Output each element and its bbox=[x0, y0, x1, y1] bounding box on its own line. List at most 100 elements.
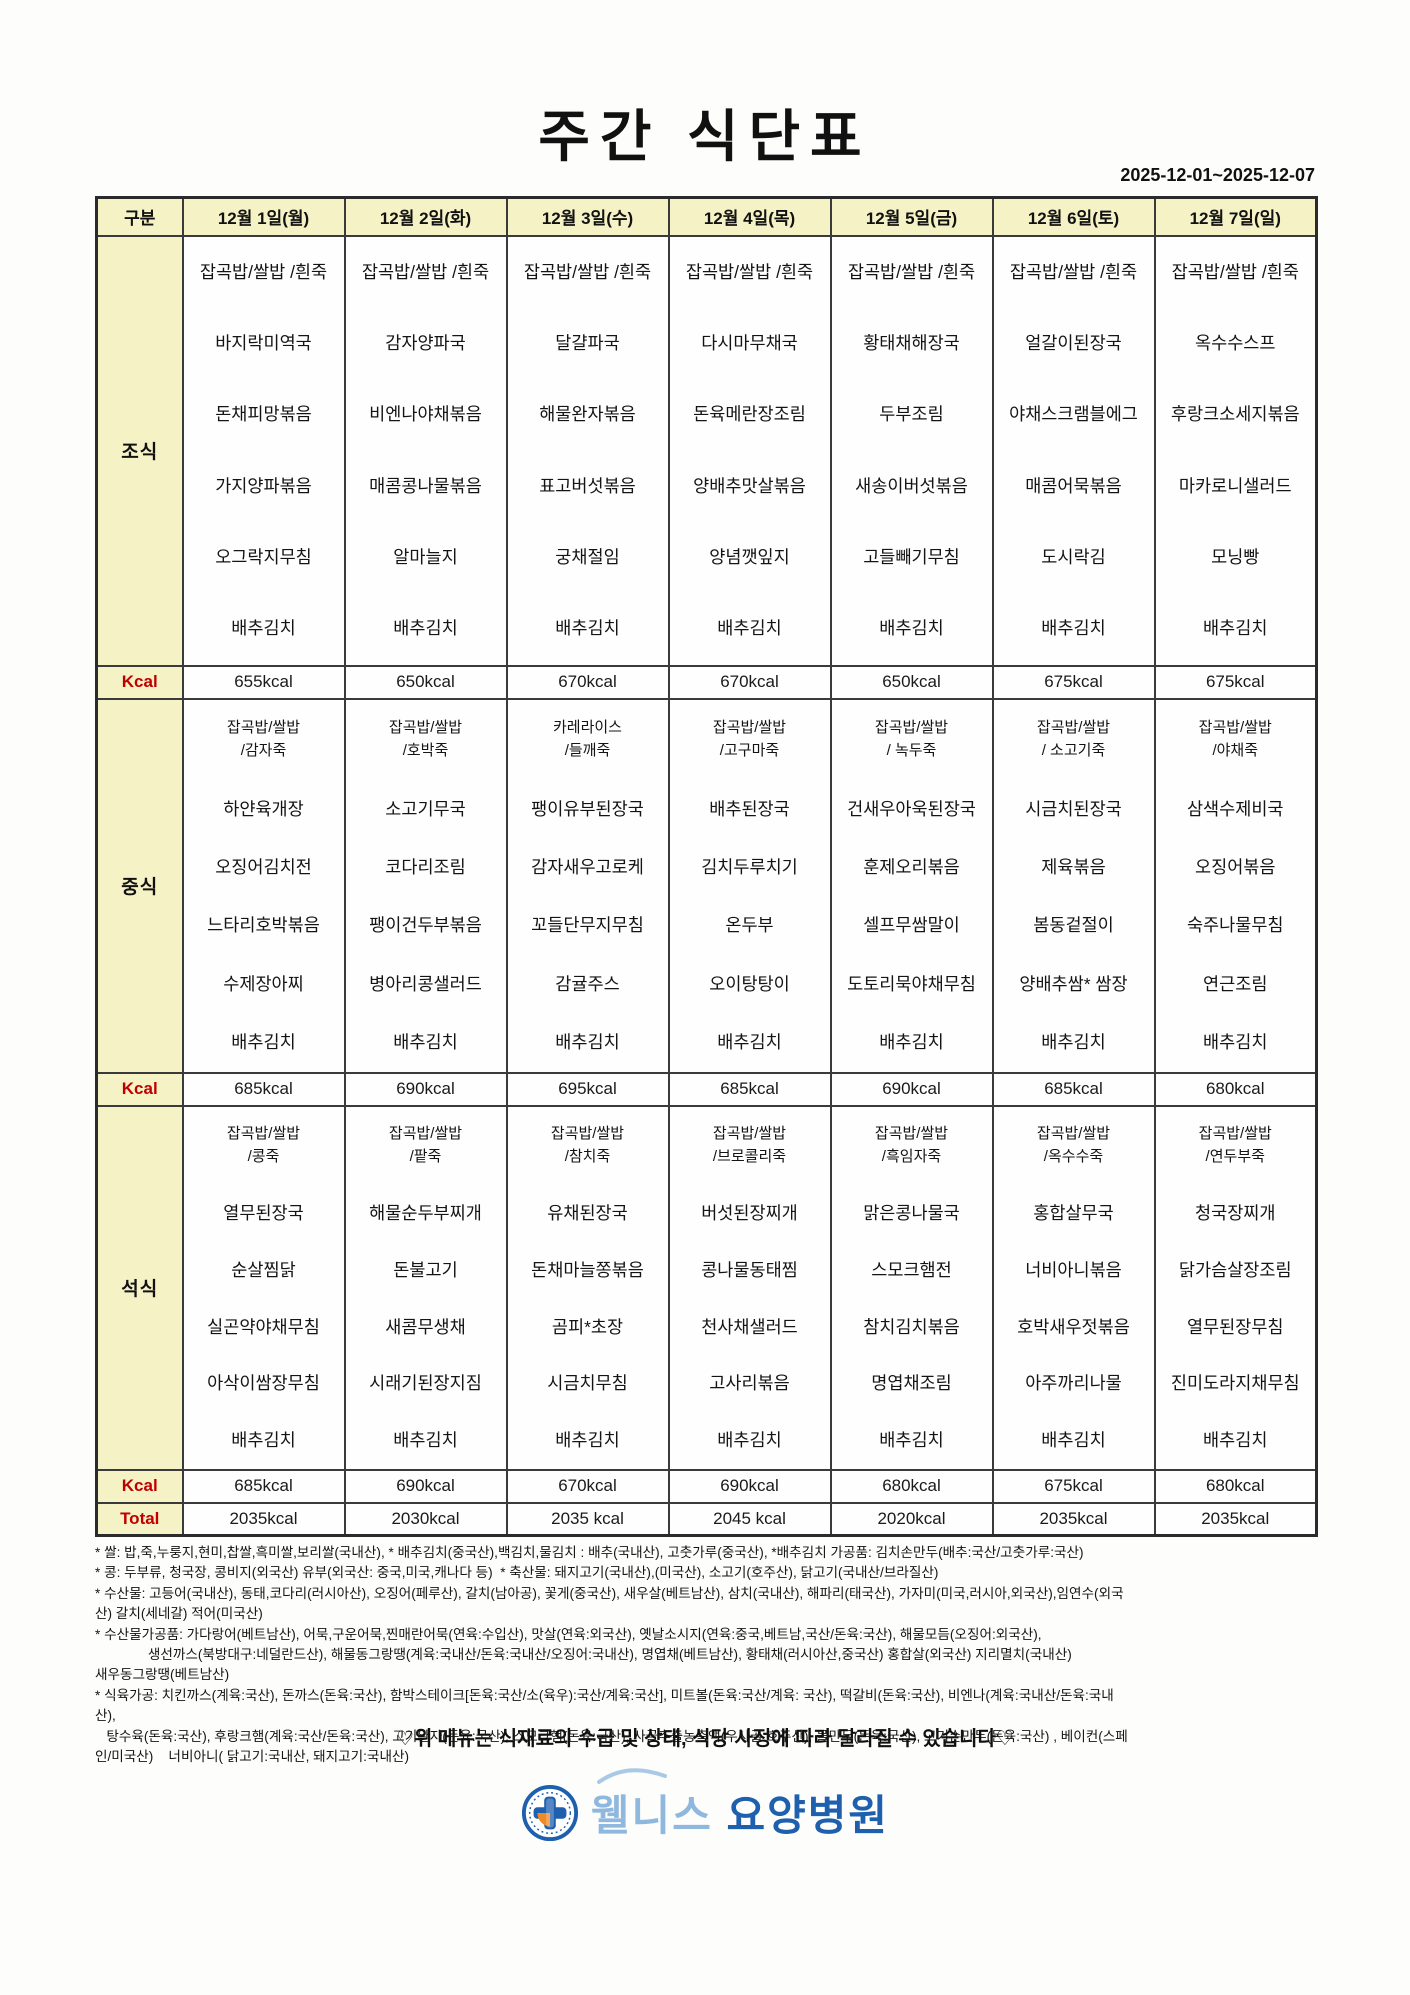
menu-item: 새콤무생채 bbox=[385, 1316, 466, 1337]
total-label: Total bbox=[95, 1501, 184, 1537]
menu-item: 호박새우젓볶음 bbox=[1017, 1316, 1130, 1337]
hospital-name-wellness: 웰니스 bbox=[590, 1792, 713, 1839]
menu-item: 배추김치 bbox=[1041, 1429, 1106, 1450]
menu-item: 양배추맛살볶음 bbox=[693, 475, 806, 496]
menu-item: 두부조림 bbox=[879, 404, 944, 425]
menu-item: 감자새우고로케 bbox=[531, 857, 644, 878]
menu-item: 아주까리나물 bbox=[1025, 1373, 1122, 1394]
menu-item: 잡곡밥/쌀밥 /참치죽 bbox=[550, 1125, 625, 1165]
menu-item: 고들빼기무침 bbox=[863, 547, 960, 568]
menu-item: 참치김치볶음 bbox=[863, 1316, 960, 1337]
corner-header-gubun: 구분 bbox=[95, 196, 184, 237]
menu-item: 김치두루치기 bbox=[701, 857, 798, 878]
meal-cell: 잡곡밥/쌀밥 /옥수수죽 홍합살무국 너비아니볶음 호박새우젓볶음 아주까리나물 배추김치 bbox=[991, 1104, 1156, 1471]
meal-label-breakfast: 조식 bbox=[95, 234, 184, 667]
menu-item: 팽이건두부볶음 bbox=[369, 915, 482, 936]
hospital-badge-icon bbox=[521, 1784, 578, 1841]
menu-item: 오징어볶음 bbox=[1195, 857, 1276, 878]
menu-item: 돈육메란장조림 bbox=[693, 404, 806, 425]
meal-cell: 잡곡밥/쌀밥 /호박죽 소고기무국 코다리조림 팽이건두부볶음 병아리콩샐러드 배추김치 bbox=[343, 697, 508, 1074]
menu-item: 해물순두부찌개 bbox=[369, 1203, 482, 1224]
total-value: 2035kcal bbox=[181, 1501, 346, 1537]
menu-item: 제육볶음 bbox=[1041, 857, 1106, 878]
meal-cell: 잡곡밥/쌀밥 /참치죽 유채된장국 돈채마늘쫑볶음 곰피*초장 시금치무침 배추김치 bbox=[505, 1104, 670, 1471]
menu-item: 배추김치 bbox=[717, 1031, 782, 1052]
menu-item: 양념깻잎지 bbox=[709, 547, 790, 568]
meal-cell: 잡곡밥/쌀밥 /브로콜리죽 버섯된장찌개 콩나물동태찜 천사채샐러드 고사리볶음 배추김치 bbox=[667, 1104, 832, 1471]
hospital-logo: 웰니스 요양병원 bbox=[0, 1768, 1410, 1843]
menu-item: 잡곡밥/쌀밥 /흰죽 bbox=[685, 261, 814, 282]
menu-item: 배추김치 bbox=[717, 1429, 782, 1450]
menu-item: 잡곡밥/쌀밥 /흰죽 bbox=[847, 261, 976, 282]
menu-item: 돈채피망볶음 bbox=[215, 404, 312, 425]
menu-item: 마카로니샐러드 bbox=[1178, 475, 1292, 496]
menu-item: 곰피*초장 bbox=[551, 1316, 624, 1337]
menu-item: 도시락김 bbox=[1041, 547, 1106, 568]
meal-cell: 잡곡밥/쌀밥 /야채죽 삼색수제비국 오징어볶음 숙주나물무침 연근조림 배추김치 bbox=[1153, 697, 1318, 1074]
menu-item: 배추김치 bbox=[231, 618, 296, 639]
kcal-value: 680kcal bbox=[1153, 1071, 1318, 1107]
day-header: 12월 5일(금) bbox=[829, 196, 994, 237]
meal-label-lunch: 중식 bbox=[95, 697, 184, 1074]
menu-item: 배추김치 bbox=[555, 1429, 620, 1450]
kcal-label: Kcal bbox=[95, 1071, 184, 1107]
menu-item: 야채스크램블에그 bbox=[1009, 404, 1138, 425]
menu-item: 삼색수제비국 bbox=[1186, 798, 1284, 819]
total-value: 2045 kcal bbox=[667, 1501, 832, 1537]
menu-item: 훈제오리볶음 bbox=[863, 857, 960, 878]
menu-item: 느타리호박볶음 bbox=[207, 915, 320, 936]
kcal-value: 695kcal bbox=[505, 1071, 670, 1107]
origin-notes: * 쌀: 밥,죽,누룽지,현미,찹쌀,흑미쌀,보리쌀(국내산), * 배추김치(… bbox=[95, 1543, 1367, 1767]
menu-item: 배추김치 bbox=[879, 1031, 944, 1052]
menu-item: 잡곡밥/쌀밥 / 소고기죽 bbox=[1036, 719, 1111, 759]
menu-item: 배추김치 bbox=[231, 1429, 296, 1450]
menu-item: 꼬들단무지무침 bbox=[531, 915, 644, 936]
kcal-value: 650kcal bbox=[343, 664, 508, 700]
menu-item: 닭가슴살장조림 bbox=[1178, 1259, 1292, 1280]
kcal-value: 675kcal bbox=[991, 664, 1156, 700]
total-value: 2030kcal bbox=[343, 1501, 508, 1537]
hospital-name-hospital: 요양병원 bbox=[726, 1792, 890, 1839]
meal-cell: 잡곡밥/쌀밥 /흰죽 얼갈이된장국 야채스크램블에그 매콤어묵볶음 도시락김 배추김치 bbox=[991, 234, 1156, 667]
menu-item: 배추김치 bbox=[231, 1031, 296, 1052]
menu-item: 잡곡밥/쌀밥 /흰죽 bbox=[523, 261, 652, 282]
menu-item: 잡곡밥/쌀밥 /흰죽 bbox=[1009, 261, 1138, 282]
menu-item: 건새우아욱된장국 bbox=[847, 798, 976, 819]
logo-swoosh-icon bbox=[596, 1768, 667, 1784]
menu-item: 달걀파국 bbox=[555, 333, 620, 354]
menu-item: 비엔나야채볶음 bbox=[369, 404, 482, 425]
menu-item: 잡곡밥/쌀밥 /흑임자죽 bbox=[874, 1125, 949, 1165]
meal-cell: 잡곡밥/쌀밥 /흰죽 황태채해장국 두부조림 새송이버섯볶음 고들빼기무침 배추김치 bbox=[829, 234, 994, 667]
menu-table-body: 조식 잡곡밥/쌀밥 /흰죽 바지락미역국 돈채피망볶음 가지양파볶음 오그락지무침 배추김치… bbox=[95, 234, 1318, 1537]
menu-item: 돈채마늘쫑볶음 bbox=[531, 1259, 644, 1280]
day-header: 12월 3일(수) bbox=[505, 196, 670, 237]
hospital-name: 웰니스 요양병원 bbox=[590, 1768, 890, 1843]
meal-cell: 잡곡밥/쌀밥 /흰죽 감자양파국 비엔나야채볶음 매콤콩나물볶음 알마늘지 배추김치 bbox=[343, 234, 508, 667]
menu-item: 연근조림 bbox=[1203, 973, 1268, 994]
kcal-row-breakfast: Kcal 655kcal 650kcal 670kcal 670kcal 650kcal 6… bbox=[95, 664, 1318, 700]
menu-item: 새송이버섯볶음 bbox=[855, 475, 968, 496]
day-header: 12월 2일(화) bbox=[343, 196, 508, 237]
menu-item: 잡곡밥/쌀밥 /고구마죽 bbox=[712, 719, 787, 759]
menu-item: 시금치무침 bbox=[547, 1373, 628, 1394]
kcal-value: 690kcal bbox=[343, 1468, 508, 1504]
menu-item: 알마늘지 bbox=[393, 547, 458, 568]
menu-item: 옥수수스프 bbox=[1195, 333, 1276, 354]
menu-item: 감자양파국 bbox=[385, 333, 466, 354]
menu-item: 소고기무국 bbox=[385, 798, 466, 819]
menu-item: 아삭이쌈장무침 bbox=[207, 1373, 320, 1394]
kcal-row-lunch: Kcal 685kcal 690kcal 695kcal 685kcal 690kcal 6… bbox=[95, 1071, 1318, 1107]
menu-item: 너비아니볶음 bbox=[1025, 1259, 1122, 1280]
table-header-row: 구분 12월 1일(월) 12월 2일(화) 12월 3일(수) 12월 4일(목) 12… bbox=[95, 196, 1318, 237]
meal-cell: 잡곡밥/쌀밥 / 소고기죽 시금치된장국 제육볶음 봄동겉절이 양배추쌈* 쌈장 배추김치 bbox=[991, 697, 1156, 1074]
menu-item: 가지양파볶음 bbox=[215, 475, 312, 496]
menu-item: 셀프무쌈말이 bbox=[863, 915, 960, 936]
menu-item: 팽이유부된장국 bbox=[531, 798, 644, 819]
menu-item: 오그락지무침 bbox=[215, 547, 312, 568]
menu-item: 잡곡밥/쌀밥 /팥죽 bbox=[388, 1125, 463, 1165]
menu-item: 잡곡밥/쌀밥 /흰죽 bbox=[1171, 261, 1299, 282]
menu-item: 배추김치 bbox=[393, 618, 458, 639]
menu-item: 배추김치 bbox=[1203, 1031, 1268, 1052]
menu-item: 숙주나물무침 bbox=[1186, 915, 1284, 936]
menu-item: 모닝빵 bbox=[1211, 547, 1260, 568]
